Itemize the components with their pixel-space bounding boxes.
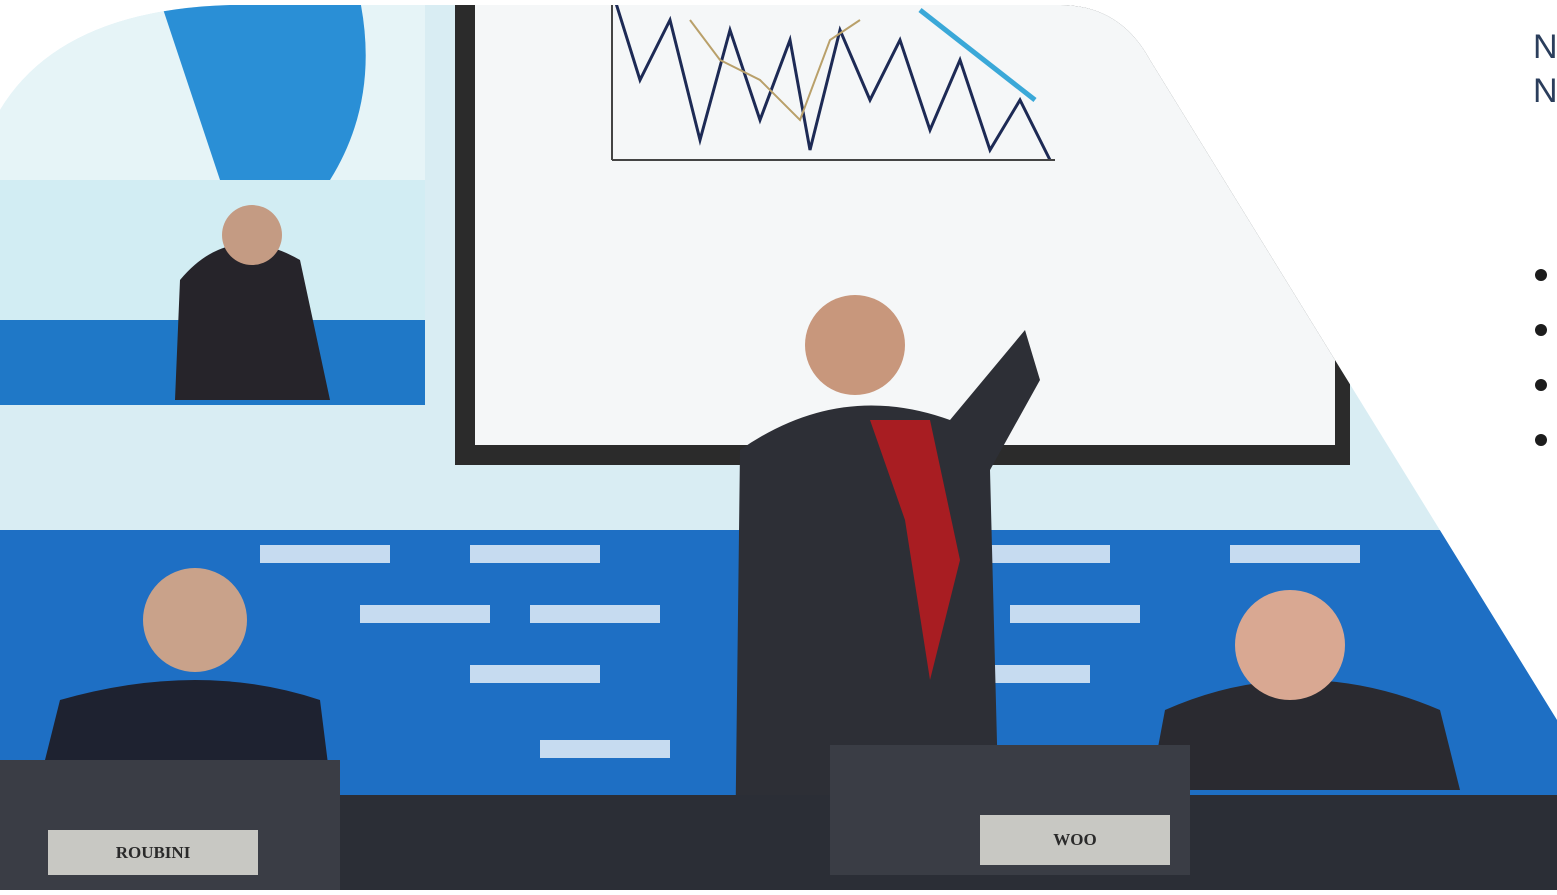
list-bullet	[1535, 434, 1547, 446]
list-bullet	[1535, 269, 1547, 281]
heading-line: N	[1533, 72, 1557, 110]
nameplate: ROUBINI	[116, 843, 191, 862]
list-bullet	[1535, 379, 1547, 391]
nameplate: WOO	[1053, 830, 1096, 849]
list-bullet	[1535, 324, 1547, 336]
heading-line: N	[1533, 28, 1557, 66]
